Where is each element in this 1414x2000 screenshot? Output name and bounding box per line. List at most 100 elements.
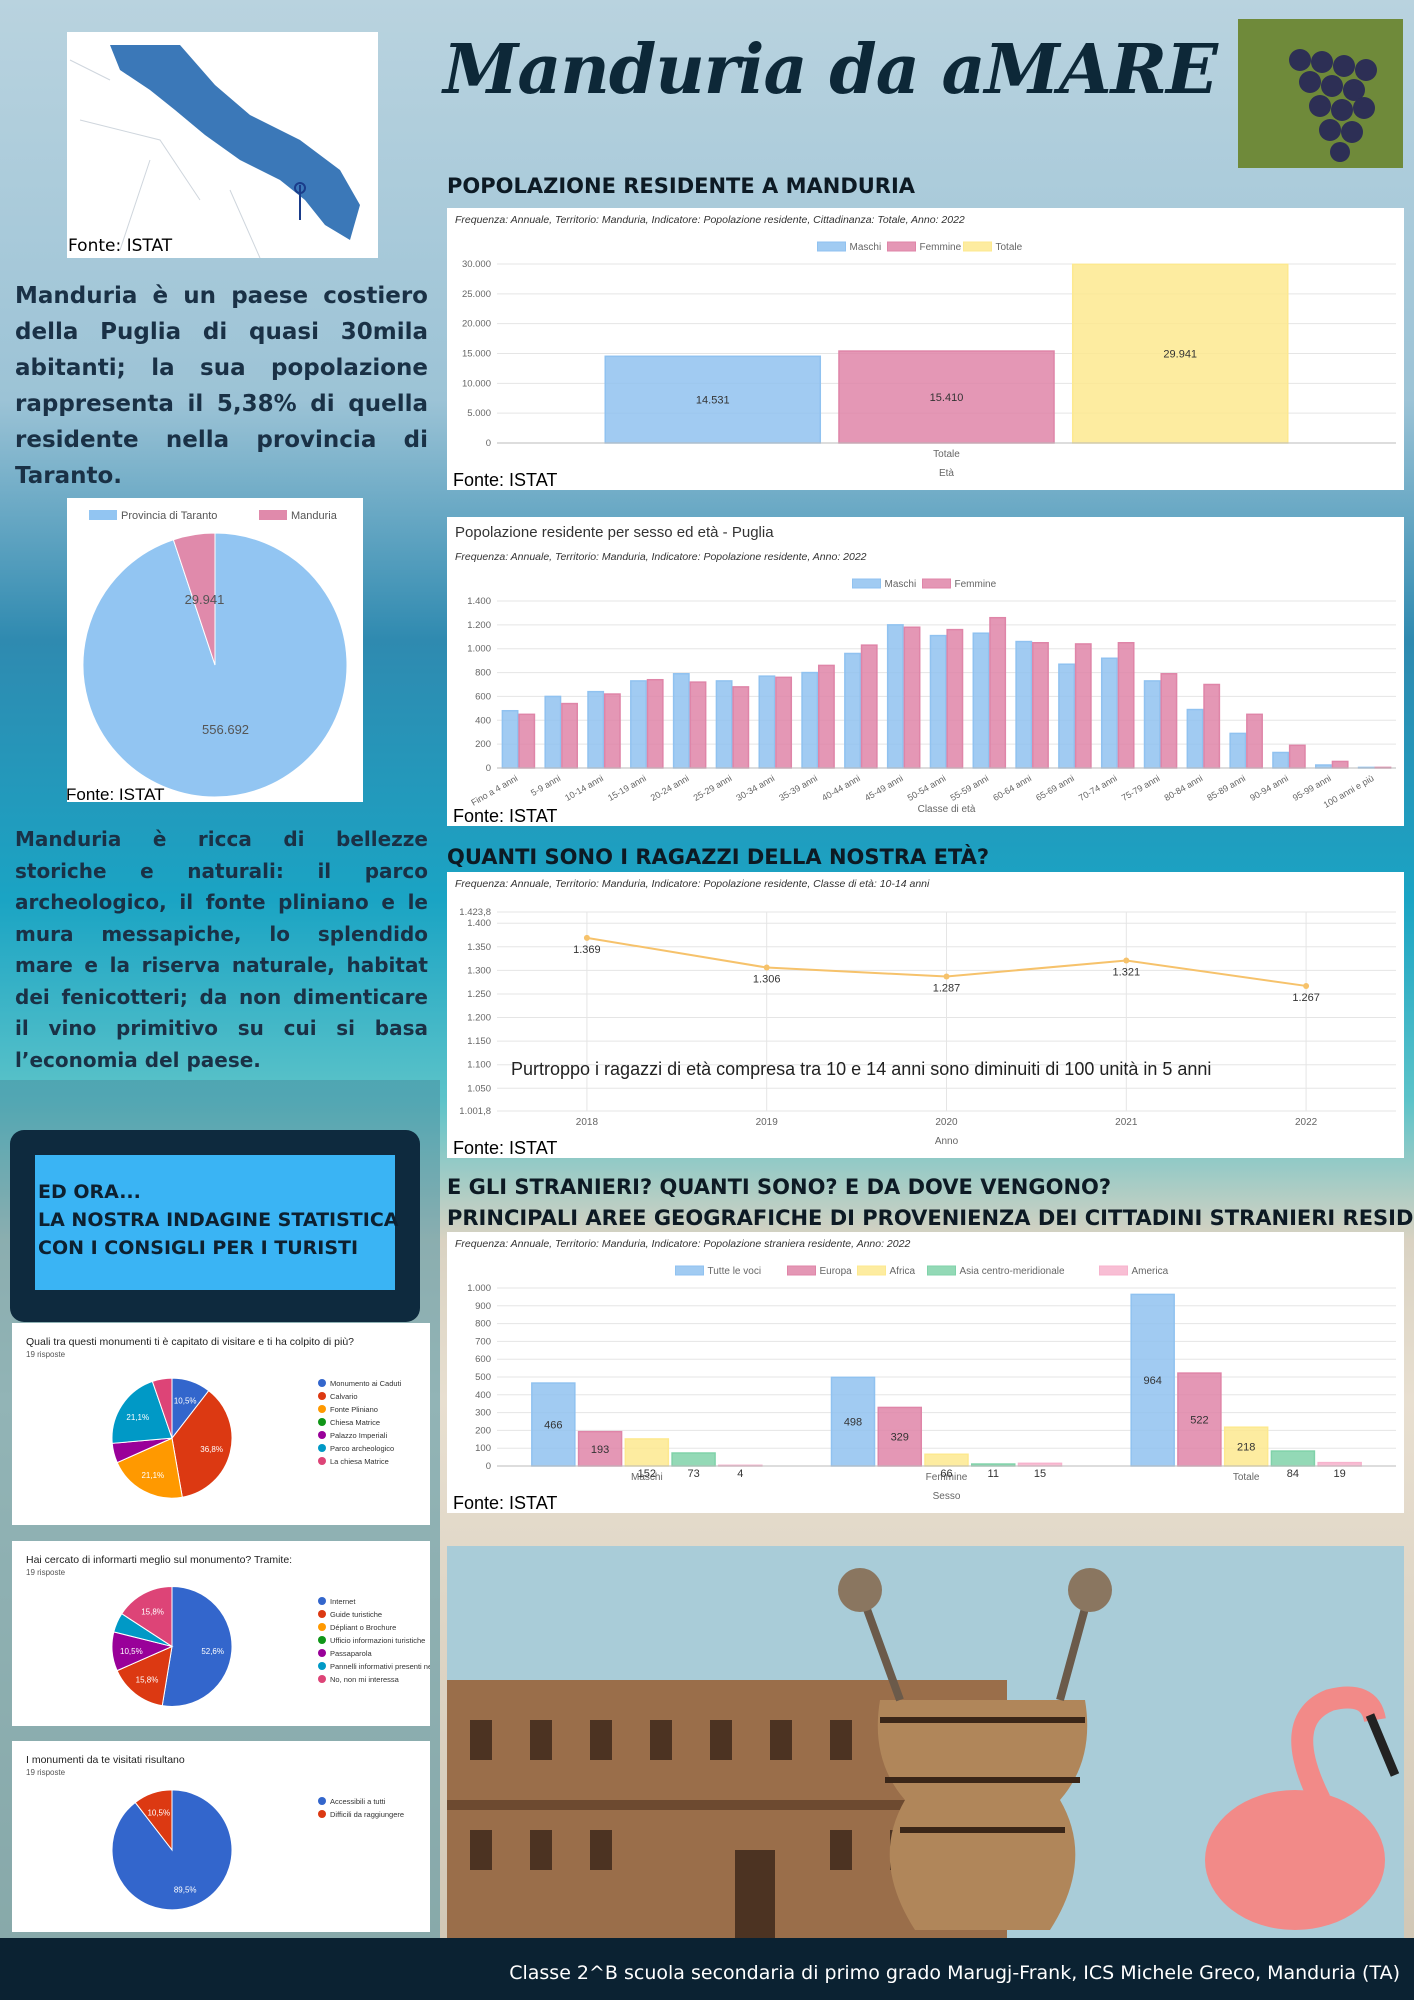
y-tick-label: 200: [475, 1425, 491, 1436]
data-label: 193: [591, 1444, 609, 1456]
y-tick-label: 0: [486, 1461, 491, 1472]
legend-swatch: [318, 1392, 326, 1400]
data-label: 522: [1190, 1415, 1208, 1427]
bar: [1229, 732, 1247, 769]
bar: [587, 690, 605, 769]
legend-swatch: [318, 1457, 326, 1465]
y-tick-label: 1.300: [467, 965, 491, 976]
data-label: 15,8%: [141, 1608, 164, 1617]
bar: [972, 632, 990, 769]
source: Fonte: ISTAT: [453, 470, 557, 490]
y-tick-label: 1.200: [467, 1013, 491, 1024]
legend-swatch: [857, 1265, 886, 1276]
y-tick-label: 800: [475, 668, 491, 679]
y-tick-label: 600: [475, 691, 491, 702]
data-label: 1.287: [933, 983, 961, 995]
pie-slice: [116, 1437, 183, 1499]
y-tick-label: 25.000: [462, 289, 491, 300]
chart: I monumenti da te visitati risultano 19 r…: [12, 1741, 430, 1932]
legend-swatch: [318, 1810, 326, 1818]
y-tick-label: 0: [486, 763, 491, 774]
data-label: 21,1%: [126, 1413, 149, 1422]
chart: Hai cercato di informarti meglio sul mon…: [12, 1541, 430, 1726]
bar: [1117, 642, 1135, 769]
data-label: 29.941: [185, 592, 225, 607]
bar: [1100, 657, 1118, 769]
x-axis-label: Sesso: [933, 1491, 961, 1502]
callout-line: LA NOSTRA INDAGINE STATISTICA: [38, 1209, 399, 1231]
flamingo-neck: [1291, 1686, 1386, 1805]
y-tick-label: 1.350: [467, 942, 491, 953]
legend-label: Chiesa Matrice: [330, 1418, 380, 1427]
y-tick-label: 400: [475, 1390, 491, 1401]
legend-label: Calvario: [330, 1392, 358, 1401]
legend-swatch: [852, 578, 881, 589]
bar: [886, 624, 904, 769]
bar: [817, 664, 835, 769]
data-label: 89,5%: [174, 1885, 197, 1894]
legend-swatch: [318, 1431, 326, 1439]
y-tick-label: 0: [486, 438, 491, 449]
vase-disc: [1068, 1568, 1112, 1612]
data-label: 1.267: [1292, 992, 1320, 1004]
legend-label: La chiesa Matrice: [330, 1457, 389, 1466]
source: Fonte: ISTAT: [67, 785, 165, 802]
y-tick-label: 800: [475, 1319, 491, 1330]
data-label: 152: [638, 1468, 656, 1480]
data-label: 52,6%: [201, 1647, 224, 1656]
source: Fonte: ISTAT: [453, 1138, 557, 1158]
legend-swatch: [318, 1610, 326, 1618]
legend-swatch: [318, 1444, 326, 1452]
data-label: 10,5%: [147, 1808, 170, 1817]
y-tick-label: 1.150: [467, 1036, 491, 1047]
x-tick-label: Maschi: [631, 1472, 663, 1483]
x-axis-label: Anno: [935, 1136, 959, 1147]
data-label: 556.692: [202, 722, 249, 737]
bar: [671, 1452, 716, 1467]
map-borders: [69, 59, 261, 259]
legend-swatch: [89, 510, 117, 520]
chart: Frequenza: Annuale, Territorio: Manduria…: [447, 1232, 1404, 1513]
y-tick-label: 400: [475, 715, 491, 726]
legend-swatch: [927, 1265, 956, 1276]
legend-label: Maschi: [885, 579, 917, 590]
data-label: 466: [544, 1420, 562, 1432]
map-pin-head: [294, 182, 306, 194]
legend-swatch: [817, 241, 846, 252]
bar: [1272, 751, 1290, 769]
data-label: 218: [1237, 1442, 1255, 1454]
legend-label: Dépliant o Brochure: [330, 1623, 396, 1632]
bar: [689, 681, 707, 769]
legend-swatch: [318, 1649, 326, 1657]
bar: [929, 634, 947, 769]
bar: [758, 675, 776, 769]
chart: Frequenza: Annuale, Territorio: Manduria…: [447, 208, 1404, 490]
x-axis-label: Classe di età: [918, 804, 976, 815]
data-label: 66: [940, 1468, 952, 1480]
bar: [1186, 708, 1204, 769]
bar: [830, 1376, 876, 1467]
data-label: 1.369: [573, 944, 601, 956]
grapes: [1289, 49, 1377, 162]
x-tick-label: Totale: [933, 449, 960, 460]
bar: [1288, 744, 1306, 769]
legend-label: Passaparola: [330, 1649, 373, 1658]
x-tick-label: 2019: [756, 1117, 779, 1128]
y-tick-label: 200: [475, 739, 491, 750]
pie-slice: [134, 1789, 173, 1852]
bar: [775, 676, 793, 769]
legend-label: Totale: [996, 242, 1023, 253]
y-tick-label: 1.423,8: [459, 907, 491, 918]
section-heading: E GLI STRANIERI? QUANTI SONO? E DA DOVE …: [447, 1175, 1112, 1199]
bar: [1130, 1293, 1175, 1467]
bar: [946, 628, 964, 769]
x-axis-label: Età: [939, 468, 954, 479]
data-label: 19: [1334, 1468, 1346, 1480]
data-label: 964: [1143, 1375, 1161, 1387]
bar: [603, 693, 621, 769]
data-label: 1.306: [753, 974, 781, 986]
bar: [860, 644, 878, 769]
palace-balcony: [447, 1800, 1007, 1810]
bar: [903, 626, 921, 769]
